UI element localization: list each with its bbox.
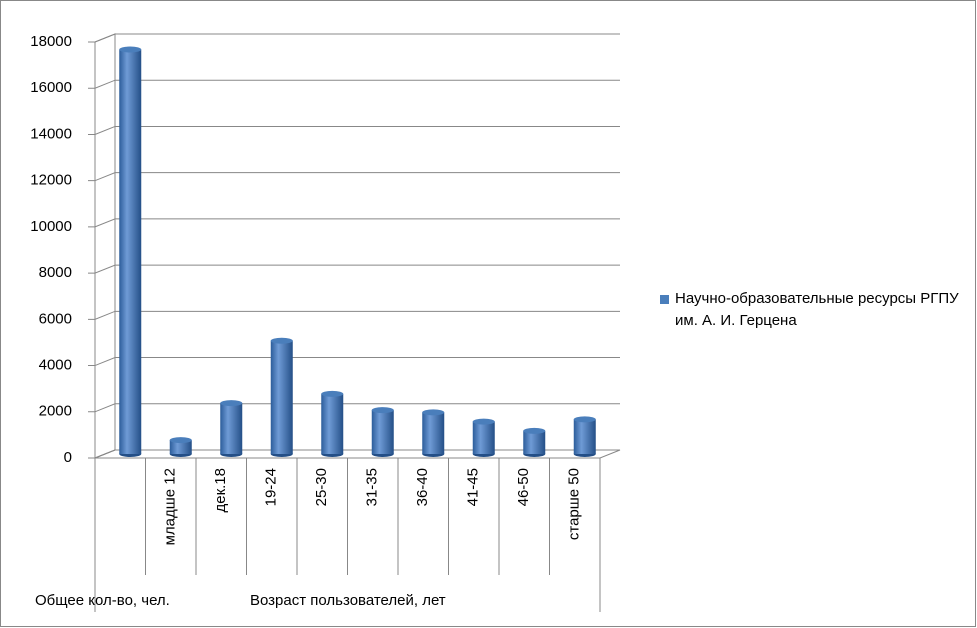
grid-line — [88, 403, 620, 413]
y-tick-label: 14000 — [30, 125, 72, 142]
bar-top — [220, 400, 243, 407]
bar-top — [371, 407, 394, 414]
x-tick-label: 25-30 — [313, 468, 330, 506]
bar-top — [422, 409, 445, 416]
bar-top — [321, 390, 344, 397]
bar — [169, 440, 192, 454]
y-tick-label: 10000 — [30, 218, 72, 235]
bar — [321, 393, 344, 454]
legend: Научно-образовательные ресурсы РГПУ им. … — [660, 288, 960, 332]
back-wall — [94, 33, 116, 459]
bar — [371, 410, 394, 454]
bar — [573, 419, 596, 454]
bar — [270, 340, 293, 454]
grid-line — [88, 449, 620, 459]
bar — [523, 430, 546, 454]
group-label: Возраст пользователей, лет — [250, 592, 446, 609]
bar-top — [523, 427, 546, 434]
grid-line — [88, 125, 620, 135]
grid-line — [88, 357, 620, 367]
group-label: Общее кол-во, чел. — [35, 592, 170, 609]
y-tick-label: 16000 — [30, 79, 72, 96]
y-tick-label: 6000 — [39, 310, 72, 327]
y-tick-label: 0 — [64, 449, 72, 466]
grid-line — [88, 79, 620, 89]
grid-line — [88, 33, 620, 43]
y-tick-label: 2000 — [39, 403, 72, 420]
x-tick-label: 19-24 — [263, 468, 280, 506]
y-tick-label: 18000 — [30, 33, 72, 50]
bar-top — [472, 418, 495, 425]
legend-label: Научно-образовательные ресурсы РГПУ им. … — [675, 290, 959, 329]
y-tick-label: 4000 — [39, 357, 72, 374]
y-tick-label: 12000 — [30, 172, 72, 189]
bar-top — [573, 416, 596, 423]
bar — [119, 49, 142, 455]
grid-line — [88, 264, 620, 274]
x-tick-label: дек.18 — [212, 468, 229, 513]
bar-top — [119, 46, 142, 53]
grid-line — [88, 310, 620, 320]
x-tick-label: 41-45 — [465, 468, 482, 506]
y-tick-label: 8000 — [39, 264, 72, 281]
bar — [220, 403, 243, 454]
grid-line — [88, 218, 620, 228]
x-tick-label: 31-35 — [364, 468, 381, 506]
x-tick-label: 46-50 — [515, 468, 532, 506]
bar — [472, 421, 495, 454]
legend-key — [660, 295, 669, 304]
grid-line — [88, 172, 620, 182]
bar-top — [169, 437, 192, 444]
bar-top — [270, 337, 293, 344]
x-tick-label: 36-40 — [414, 468, 431, 506]
x-tick-label: старше 50 — [566, 468, 583, 540]
bar — [422, 412, 445, 454]
x-tick-label: младше 12 — [162, 468, 179, 545]
